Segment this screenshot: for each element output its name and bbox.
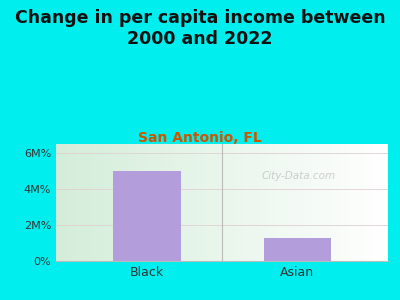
- Text: Change in per capita income between
2000 and 2022: Change in per capita income between 2000…: [15, 9, 385, 48]
- Text: San Antonio, FL: San Antonio, FL: [138, 130, 262, 145]
- Bar: [264, 238, 332, 261]
- Text: City-Data.com: City-Data.com: [261, 171, 336, 181]
- Bar: [112, 171, 180, 261]
